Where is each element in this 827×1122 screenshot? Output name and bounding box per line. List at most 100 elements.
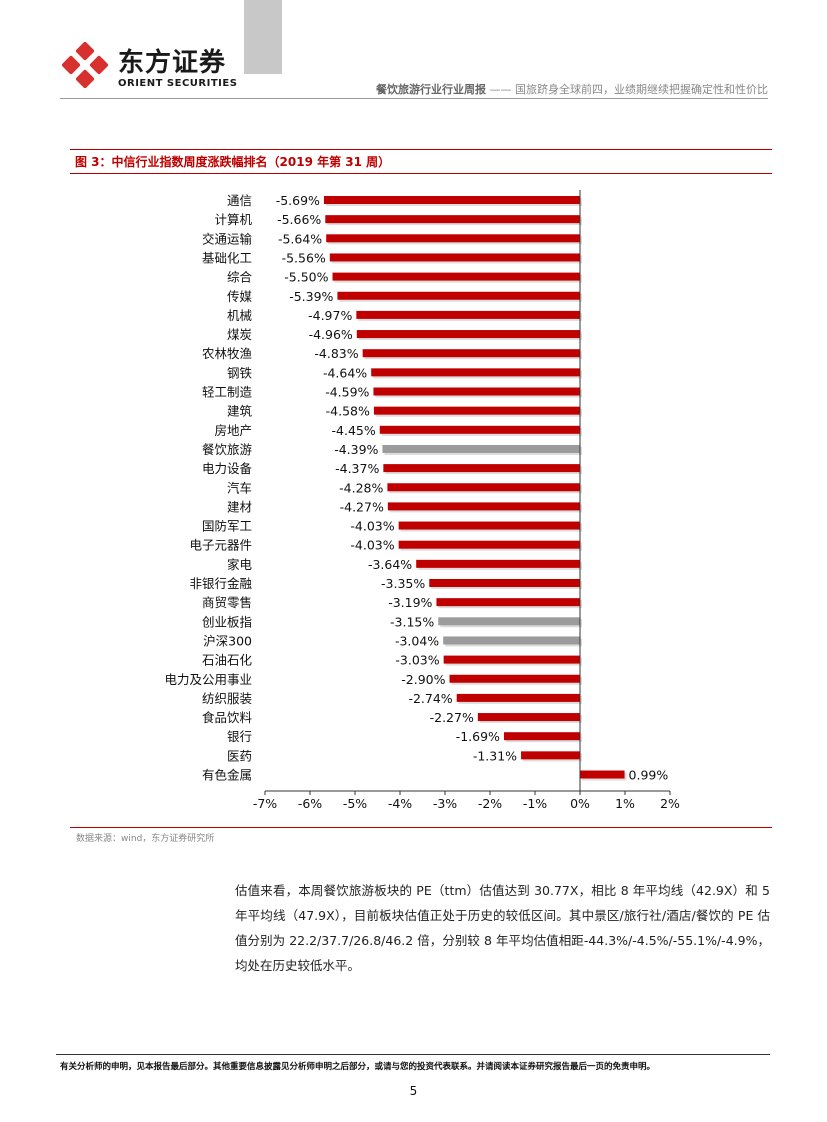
- category-label: 纺织服装: [202, 691, 252, 706]
- value-label: -5.56%: [282, 250, 326, 265]
- value-label: -4.03%: [350, 538, 394, 553]
- valuation-paragraph: 估值来看，本周餐饮旅游板块的 PE（ttm）估值达到 30.77X，相比 8 年…: [235, 883, 770, 973]
- category-label: 通信: [227, 193, 252, 208]
- value-label: 0.99%: [629, 768, 669, 783]
- bar-8: [356, 330, 580, 339]
- value-label: -3.19%: [388, 595, 432, 610]
- bar-5: [332, 272, 580, 281]
- category-label: 计算机: [214, 212, 252, 227]
- bar-19: [398, 540, 580, 549]
- bar-7: [356, 310, 580, 319]
- figure-title-rule: [70, 173, 772, 174]
- category-label: 轻工制造: [202, 385, 253, 400]
- bar-22: [436, 598, 580, 607]
- bar-29: [503, 732, 580, 741]
- category-label: 基础化工: [202, 250, 252, 265]
- value-label: -3.35%: [381, 576, 425, 591]
- bar-12: [373, 406, 580, 415]
- bar-28: [477, 713, 580, 722]
- value-label: -4.58%: [326, 404, 370, 419]
- value-label: -4.64%: [323, 365, 367, 380]
- x-tick-label: -3%: [433, 796, 457, 811]
- category-label: 医药: [227, 748, 252, 763]
- x-tick-label: -6%: [298, 796, 322, 811]
- x-tick-label: -2%: [478, 796, 502, 811]
- footer-divider: [56, 1054, 770, 1055]
- value-label: -4.03%: [350, 519, 394, 534]
- value-label: -4.59%: [325, 385, 369, 400]
- category-label: 房地产: [214, 423, 252, 438]
- value-label: -4.37%: [335, 461, 379, 476]
- bar-11: [373, 387, 580, 396]
- value-label: -4.96%: [309, 327, 353, 342]
- value-label: -4.39%: [334, 442, 378, 457]
- value-label: -4.45%: [332, 423, 376, 438]
- bar-16: [387, 483, 580, 492]
- brand-name-en: ORIENT SECURITIES: [118, 78, 238, 89]
- category-label: 建筑: [227, 404, 253, 419]
- category-label: 国防军工: [202, 519, 252, 534]
- category-label: 有色金属: [202, 768, 252, 783]
- page-number: 5: [409, 1084, 418, 1098]
- source-rule: [70, 827, 772, 828]
- value-label: -3.64%: [368, 557, 412, 572]
- category-label: 沪深300: [203, 633, 252, 648]
- bar-24: [443, 636, 580, 645]
- category-label: 传媒: [227, 289, 253, 304]
- bar-31: [580, 770, 625, 779]
- category-label: 机械: [227, 308, 253, 323]
- bar-6: [337, 291, 580, 300]
- bar-3: [326, 234, 580, 243]
- value-label: -4.27%: [340, 499, 384, 514]
- value-label: -2.74%: [408, 691, 452, 706]
- bar-27: [456, 693, 580, 702]
- bar-17: [387, 502, 580, 511]
- value-label: -4.28%: [339, 480, 383, 495]
- category-label: 建材: [227, 499, 252, 514]
- category-label: 汽车: [227, 480, 252, 495]
- category-label: 非银行金融: [189, 576, 252, 591]
- bar-9: [362, 349, 580, 358]
- figure-title: 图 3：中信行业指数周度涨跌幅排名（2019 年第 31 周）: [75, 155, 391, 169]
- value-label: -3.03%: [395, 653, 439, 668]
- report-subtitle: 国旅跻身全球前四，业绩期继续把握确定性和性价比: [515, 83, 768, 96]
- value-label: -3.04%: [395, 633, 439, 648]
- value-label: -5.64%: [278, 231, 322, 246]
- bar-4: [329, 253, 580, 262]
- bar-26: [449, 674, 580, 683]
- bar-18: [398, 521, 580, 530]
- value-label: -5.66%: [277, 212, 321, 227]
- bar-10: [371, 368, 580, 377]
- category-label: 石油石化: [202, 653, 253, 668]
- report-separator: ——: [486, 83, 515, 96]
- bar-20: [416, 559, 580, 568]
- category-label: 电力设备: [202, 461, 253, 476]
- value-label: -5.39%: [289, 289, 333, 304]
- value-label: -5.69%: [276, 193, 320, 208]
- category-label: 钢铁: [227, 365, 253, 380]
- x-tick-label: -1%: [523, 796, 547, 811]
- x-tick-label: -5%: [343, 796, 367, 811]
- x-tick-label: 1%: [615, 796, 635, 811]
- value-label: -4.83%: [314, 346, 358, 361]
- category-label: 食品饮料: [202, 710, 253, 725]
- bar-21: [429, 579, 580, 587]
- value-label: -4.97%: [308, 308, 352, 323]
- industry-index-bar-chart: 通信 -5.69% 计算机 -5.66% 交通运输 -5.64% 基础化工 -5.56% 综合 -…: [164, 190, 680, 811]
- bar-14: [382, 444, 580, 453]
- value-label: -2.90%: [401, 672, 445, 687]
- value-label: -5.50%: [284, 270, 328, 285]
- report-header: 餐饮旅游行业行业周报 —— 国旅跻身全球前四，业绩期继续把握确定性和性价比: [60, 81, 768, 97]
- category-label: 电子元器件: [189, 538, 252, 553]
- category-label: 电力及公用事业: [164, 672, 252, 687]
- value-label: -1.69%: [456, 729, 500, 744]
- figure-source: 数据来源：wind，东方证券研究所: [76, 834, 215, 844]
- value-label: -3.15%: [390, 614, 434, 629]
- x-tick-label: -4%: [388, 796, 412, 811]
- brand-name-cn: 东方证券: [118, 48, 227, 78]
- category-label: 银行: [227, 729, 252, 744]
- bar-15: [383, 464, 580, 473]
- category-label: 综合: [227, 270, 253, 285]
- category-label: 商贸零售: [202, 595, 252, 610]
- header-gray-tab: [244, 0, 282, 74]
